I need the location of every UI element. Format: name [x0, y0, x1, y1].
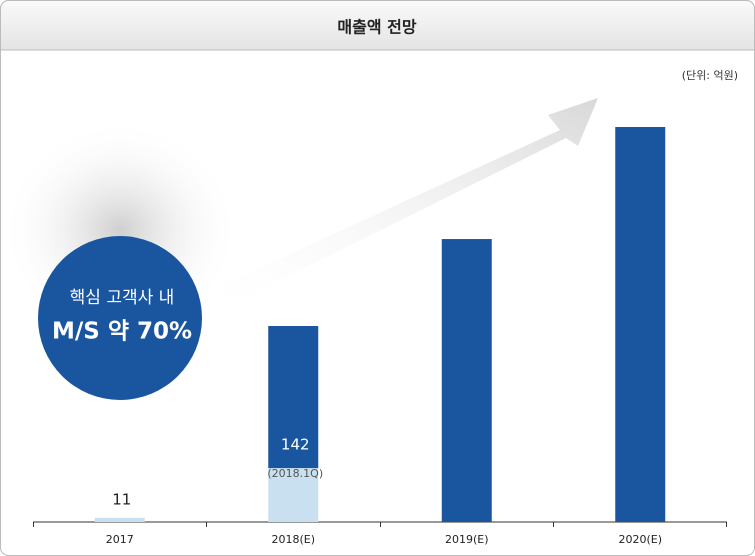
value-label: 142 — [281, 436, 310, 454]
badge — [38, 236, 202, 400]
badge-line: M/S 약 70% — [52, 319, 192, 345]
bar — [441, 239, 492, 522]
x-tick-label: 2017 — [106, 533, 134, 546]
x-tick-label: 2019(E) — [445, 533, 489, 546]
axis-ticks — [33, 522, 727, 527]
header — [0, 0, 755, 51]
bar — [268, 468, 319, 522]
bar — [268, 326, 319, 469]
trend-arrow — [190, 98, 598, 320]
unit-note: (단위: 억원) — [682, 69, 738, 82]
x-tick-label: 2020(E) — [618, 533, 662, 546]
annotation: (2018.1Q) — [267, 467, 323, 480]
chart-title: 매출액 전망 — [337, 18, 416, 37]
x-tick-label: 2018(E) — [271, 533, 315, 546]
value-label: 11 — [112, 490, 131, 508]
bar — [615, 127, 666, 522]
bar — [94, 517, 145, 522]
badge-line: 핵심 고객사 내 — [70, 288, 175, 308]
